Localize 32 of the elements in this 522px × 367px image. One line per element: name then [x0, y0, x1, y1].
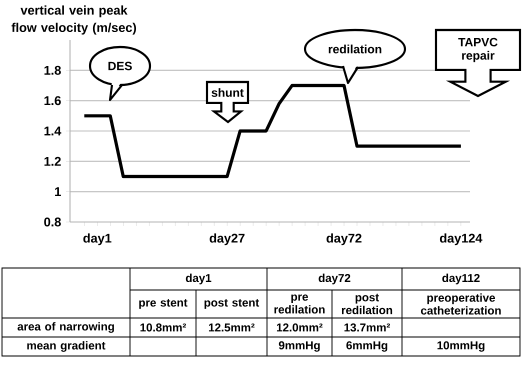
annotation: DES	[108, 62, 132, 70]
text: post redilation	[342, 294, 392, 314]
annotation: shunt	[212, 88, 244, 97]
text: day112	[442, 274, 480, 284]
y-tick-label: 1.2	[44, 156, 61, 166]
text: preoperative catheterization	[420, 293, 501, 315]
text: area of narrowing	[18, 322, 114, 333]
x-tick-label: day1	[83, 233, 112, 246]
y-tick-label: 0.8	[44, 218, 61, 226]
text: day72	[318, 274, 350, 284]
annotation: TAPVC repair	[458, 38, 498, 62]
annotation: redilation	[328, 44, 382, 54]
text: 13.7mm²	[344, 323, 390, 332]
text: post stent	[204, 299, 260, 309]
y-tick-label: 1.6	[44, 96, 61, 106]
text: 9mmHg	[278, 341, 320, 352]
x-tick-label: day72	[326, 233, 362, 246]
y-tick-label: 1.8	[44, 66, 61, 75]
text: 12.0mm²	[276, 323, 323, 332]
y-tick-label: 1	[55, 187, 61, 196]
y-axis-title: vertical vein peak flow velocity (m/sec)	[12, 5, 136, 35]
y-tick-label: 1.4	[44, 126, 62, 136]
text: pre stent	[139, 299, 188, 309]
x-tick-label: day124	[440, 233, 482, 246]
text: mean gradient	[27, 341, 106, 352]
text: day1	[186, 274, 212, 284]
x-tick-label: day27	[210, 233, 245, 246]
text: 10mmHg	[438, 341, 484, 352]
text: 12.5mm²	[208, 323, 255, 332]
text: 10.8mm²	[140, 323, 186, 332]
text: pre redilation	[274, 294, 325, 314]
text: 6mmHg	[346, 341, 388, 352]
